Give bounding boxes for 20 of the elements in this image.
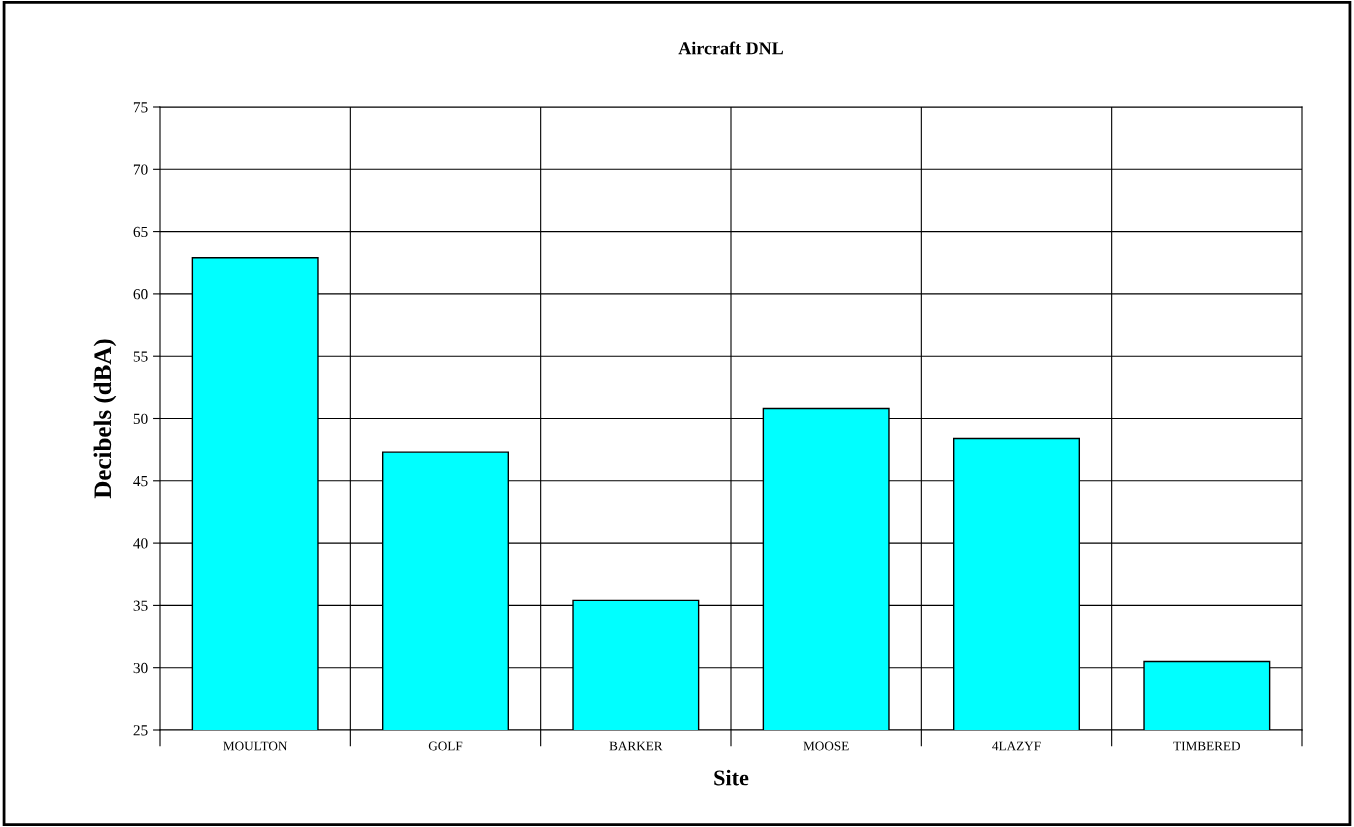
x-tick-label: TIMBERED: [1173, 741, 1241, 751]
y-tick-label: 40: [133, 538, 148, 549]
y-tick-label: 75: [133, 102, 148, 113]
x-axis-title: Site: [714, 769, 749, 786]
x-tick-label: BARKER: [609, 741, 663, 751]
y-tick-label: 55: [133, 351, 148, 362]
chart-title: Aircraft DNL: [678, 41, 783, 55]
y-tick-label: 65: [133, 226, 148, 238]
x-tick-label: MOOSE: [803, 741, 849, 751]
x-tick-label: 4LAZYF: [992, 741, 1041, 751]
y-tick-label: 45: [133, 476, 148, 487]
y-tick-label: 50: [133, 413, 148, 424]
y-tick-label: 30: [133, 662, 148, 674]
y-tick-label: 60: [133, 289, 148, 300]
y-axis-title: Decibels (dBA): [93, 339, 117, 499]
y-tick-label: 35: [133, 600, 148, 611]
x-tick-label: GOLF: [428, 741, 463, 751]
y-tick-label: 70: [133, 164, 148, 175]
y-tick-label: 25: [133, 725, 148, 736]
x-tick-label: MOULTON: [223, 741, 288, 751]
